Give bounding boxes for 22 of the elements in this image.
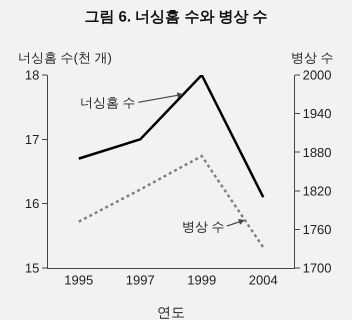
y-axis-title: 너싱홈 수(천 개) [18, 50, 112, 65]
line-series [78, 154, 264, 249]
line-series [78, 75, 264, 198]
x-tick-label: 1999 [187, 272, 216, 288]
y2-tick-label: 1940 [302, 106, 332, 122]
y2-axis-title: 병상 수 [291, 50, 334, 65]
x-tick-label: 1997 [126, 272, 155, 288]
x-tick-label: 1995 [64, 272, 94, 288]
y-tick-label: 15 [24, 260, 40, 276]
y2-tick-label: 1760 [302, 222, 332, 237]
x-tick-label: 2004 [248, 272, 278, 288]
y-tick-label: 16 [24, 196, 40, 212]
chart-title: 그림 6. 너싱홈 수와 병상 수 [84, 8, 268, 26]
y-tick-label: 18 [24, 68, 40, 83]
y-tick-label: 17 [24, 132, 40, 147]
y2-tick-label: 1880 [302, 144, 332, 160]
series-label: 너싱홈 수 [80, 95, 136, 110]
y2-tick-label: 1700 [302, 260, 332, 276]
y2-tick-label: 2000 [302, 68, 332, 83]
x-axis-title: 연도 [157, 304, 185, 320]
series-label: 병상 수 [182, 219, 225, 234]
y2-tick-label: 1820 [302, 183, 332, 198]
